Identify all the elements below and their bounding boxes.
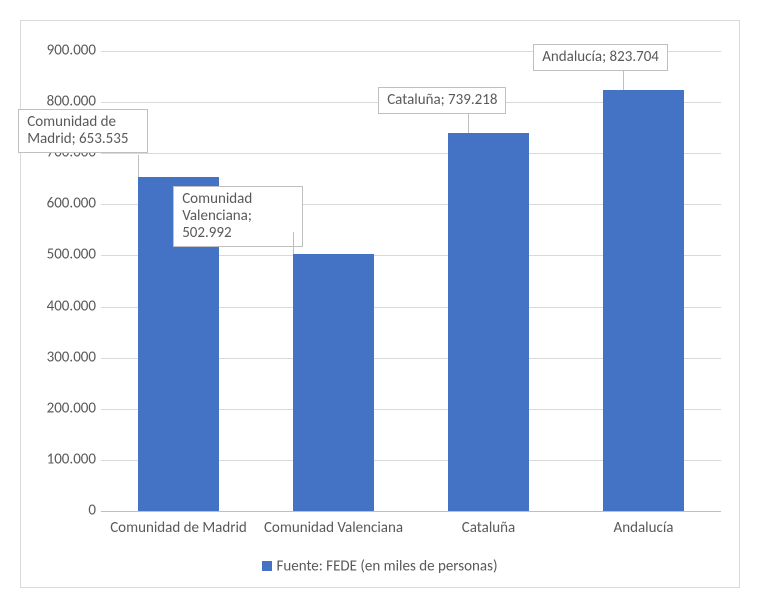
x-axis-category: Comunidad de Madrid	[101, 519, 256, 537]
y-axis-tick: 400.000	[26, 299, 96, 314]
data-label-leader	[623, 70, 624, 90]
y-axis-tick: 200.000	[26, 401, 96, 416]
y-axis-tick: 0	[26, 504, 96, 519]
y-axis-tick: 500.000	[26, 248, 96, 263]
legend-swatch	[262, 561, 272, 571]
y-axis-tick: 800.000	[26, 95, 96, 110]
x-axis-category: Cataluña	[411, 519, 566, 537]
x-axis-category: Comunidad Valenciana	[256, 519, 411, 537]
data-label-leader	[468, 113, 469, 133]
data-label-leader	[293, 232, 294, 254]
data-label: Andalucía; 823.704	[533, 44, 668, 71]
x-axis-category: Andalucía	[566, 519, 721, 537]
data-label-leader	[138, 155, 139, 177]
data-labels-layer: Comunidad de Madrid; 653.535Comunidad Va…	[101, 51, 721, 511]
gridline	[101, 511, 721, 512]
plot-area: 0100.000200.000300.000400.000500.000600.…	[101, 51, 721, 511]
y-axis-tick: 900.000	[26, 44, 96, 59]
y-axis-tick: 600.000	[26, 197, 96, 212]
y-axis-tick: 300.000	[26, 350, 96, 365]
legend-text: Fuente: FEDE (en miles de personas)	[276, 557, 497, 575]
data-label: Comunidad de Madrid; 653.535	[18, 109, 148, 153]
y-axis-tick: 100.000	[26, 452, 96, 467]
legend: Fuente: FEDE (en miles de personas)	[21, 557, 739, 575]
chart-frame: 0 100.000 200.000 300.000 400.000 500.000 600.…	[20, 20, 740, 588]
data-label: Cataluña; 739.218	[378, 87, 506, 114]
data-label: Comunidad Valenciana; 502.992	[173, 186, 303, 247]
